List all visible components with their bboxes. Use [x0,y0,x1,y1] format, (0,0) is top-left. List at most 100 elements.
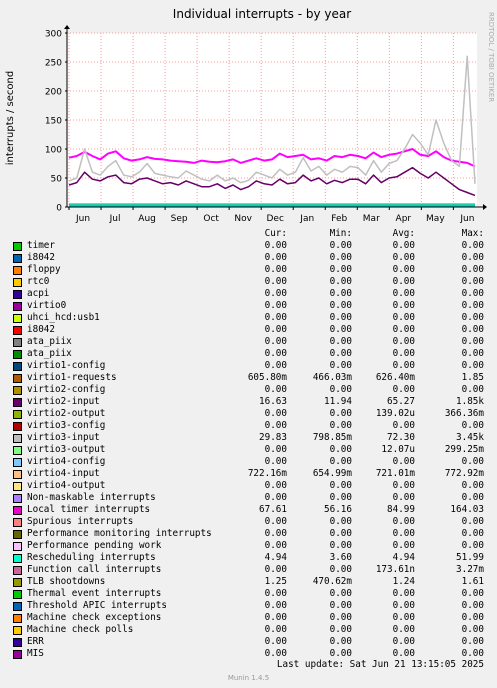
legend-row: i8042 0.00 0.00 0.00 0.00 [0,252,497,264]
legend-label: virtio4-config [27,456,106,467]
legend-min: 0.00 [329,324,352,335]
legend-min: 0.00 [329,408,352,419]
legend-avg: 0.00 [392,324,415,335]
legend-row: uhci_hcd:usb1 0.00 0.00 0.00 0.00 [0,312,497,324]
legend-avg: 0.00 [392,384,415,395]
legend-swatch [13,554,22,563]
legend-row: virtio1-requests 605.80m 466.03m 626.40m 1.8… [0,372,497,384]
legend-min: 56.16 [324,504,352,515]
legend-label: Function call interrupts [27,564,162,575]
legend-label: virtio2-config [27,384,106,395]
legend-avg: 0.00 [392,456,415,467]
legend-min: 11.94 [324,396,352,407]
legend-max: 772.92m [444,468,484,479]
legend-max: 0.00 [461,420,484,431]
legend-max: 0.00 [461,288,484,299]
legend-cur: 0.00 [264,324,287,335]
legend-row: Function call interrupts 0.00 0.00 173.61n 3… [0,564,497,576]
legend-cur: 0.00 [264,240,287,251]
legend-row: Machine check exceptions 0.00 0.00 0.00 0.00 [0,612,497,624]
legend-avg: 0.00 [392,600,415,611]
header-avg: Avg: [392,228,415,239]
legend-label: Machine check exceptions [27,612,162,623]
legend-max: 0.00 [461,492,484,503]
legend-max: 0.00 [461,516,484,527]
legend-min: 0.00 [329,276,352,287]
legend-swatch [13,566,22,575]
legend-max: 299.25m [444,444,484,455]
legend-label: MIS [27,648,44,659]
legend-row: MIS 0.00 0.00 0.00 0.00 [0,648,497,660]
y-tick-label: 150 [45,117,62,127]
legend-min: 654.99m [312,468,352,479]
legend-label: virtio4-output [27,480,106,491]
legend-avg: 0.00 [392,480,415,491]
chart-title: Individual interrupts - by year [173,7,351,21]
legend-label: Threshold APIC interrupts [27,600,167,611]
legend-row: virtio3-config 0.00 0.00 0.00 0.00 [0,420,497,432]
legend-min: 3.60 [329,552,352,563]
legend-max: 0.00 [461,588,484,599]
legend-row: Spurious interrupts 0.00 0.00 0.00 0.00 [0,516,497,528]
x-tick-label: Apr [396,214,412,224]
legend-max: 1.61 [461,576,484,587]
legend-label: ERR [27,636,44,647]
legend-avg: 0.00 [392,300,415,311]
legend-avg: 0.00 [392,492,415,503]
legend-row: acpi 0.00 0.00 0.00 0.00 [0,288,497,300]
legend-cur: 0.00 [264,636,287,647]
legend-swatch [13,350,22,359]
watermark: RRDTOOL / TOBI OETIKER [487,12,495,102]
legend-cur: 0.00 [264,516,287,527]
axes: 0 50 100 150 200 250 300 Jun Jul Aug Sep Oct Nov Dec J… [45,25,487,224]
series-group [68,55,476,207]
x-tick-label: Jun [75,214,90,224]
x-axis-arrow [483,204,487,210]
legend-swatch [13,362,22,371]
legend-min: 0.00 [329,312,352,323]
legend-swatch [13,254,22,263]
legend-row: Machine check polls 0.00 0.00 0.00 0.00 [0,624,497,636]
legend-swatch [13,338,22,347]
chart: Individual interrupts - by year RRDTOOL … [5,7,495,224]
legend-cur: 0.00 [264,360,287,371]
legend-row: virtio2-config 0.00 0.00 0.00 0.00 [0,384,497,396]
legend-label: virtio0 [27,300,67,311]
legend-avg: 65.27 [387,396,415,407]
legend-row: Non-maskable interrupts 0.00 0.00 0.00 0.00 [0,492,497,504]
legend-label: Thermal event interrupts [27,588,162,599]
legend-max: 0.00 [461,240,484,251]
legend-cur: 0.00 [264,528,287,539]
legend-avg: 173.61n [375,564,415,575]
legend-avg: 0.00 [392,288,415,299]
legend-min: 0.00 [329,300,352,311]
x-tick-label: Feb [331,214,347,224]
legend-swatch [13,386,22,395]
legend-row: virtio2-input 16.63 11.94 65.27 1.85k [0,396,497,408]
legend-row: floppy 0.00 0.00 0.00 0.00 [0,264,497,276]
legend-row: ata_piix 0.00 0.00 0.00 0.00 [0,348,497,360]
legend-max: 0.00 [461,360,484,371]
legend-label: timer [27,240,55,251]
legend-label: Performance monitoring interrupts [27,528,212,539]
legend-label: i8042 [27,324,55,335]
legend-min: 0.00 [329,240,352,251]
legend-min: 0.00 [329,564,352,575]
legend-swatch [13,482,22,491]
legend-min: 0.00 [329,528,352,539]
legend-cur: 67.61 [259,504,287,515]
legend-max: 0.00 [461,264,484,275]
legend-max: 0.00 [461,324,484,335]
legend-swatch [13,506,22,515]
legend-row: ata_piix 0.00 0.00 0.00 0.00 [0,336,497,348]
header-cur: Cur: [264,228,287,239]
legend-cur: 605.80m [247,372,287,383]
legend-label: virtio3-config [27,420,106,431]
legend-cur: 0.00 [264,564,287,575]
legend-swatch [13,398,22,407]
series-line [68,55,476,184]
legend-swatch [13,602,22,611]
legend-avg: 0.00 [392,636,415,647]
legend-cur: 0.00 [264,312,287,323]
